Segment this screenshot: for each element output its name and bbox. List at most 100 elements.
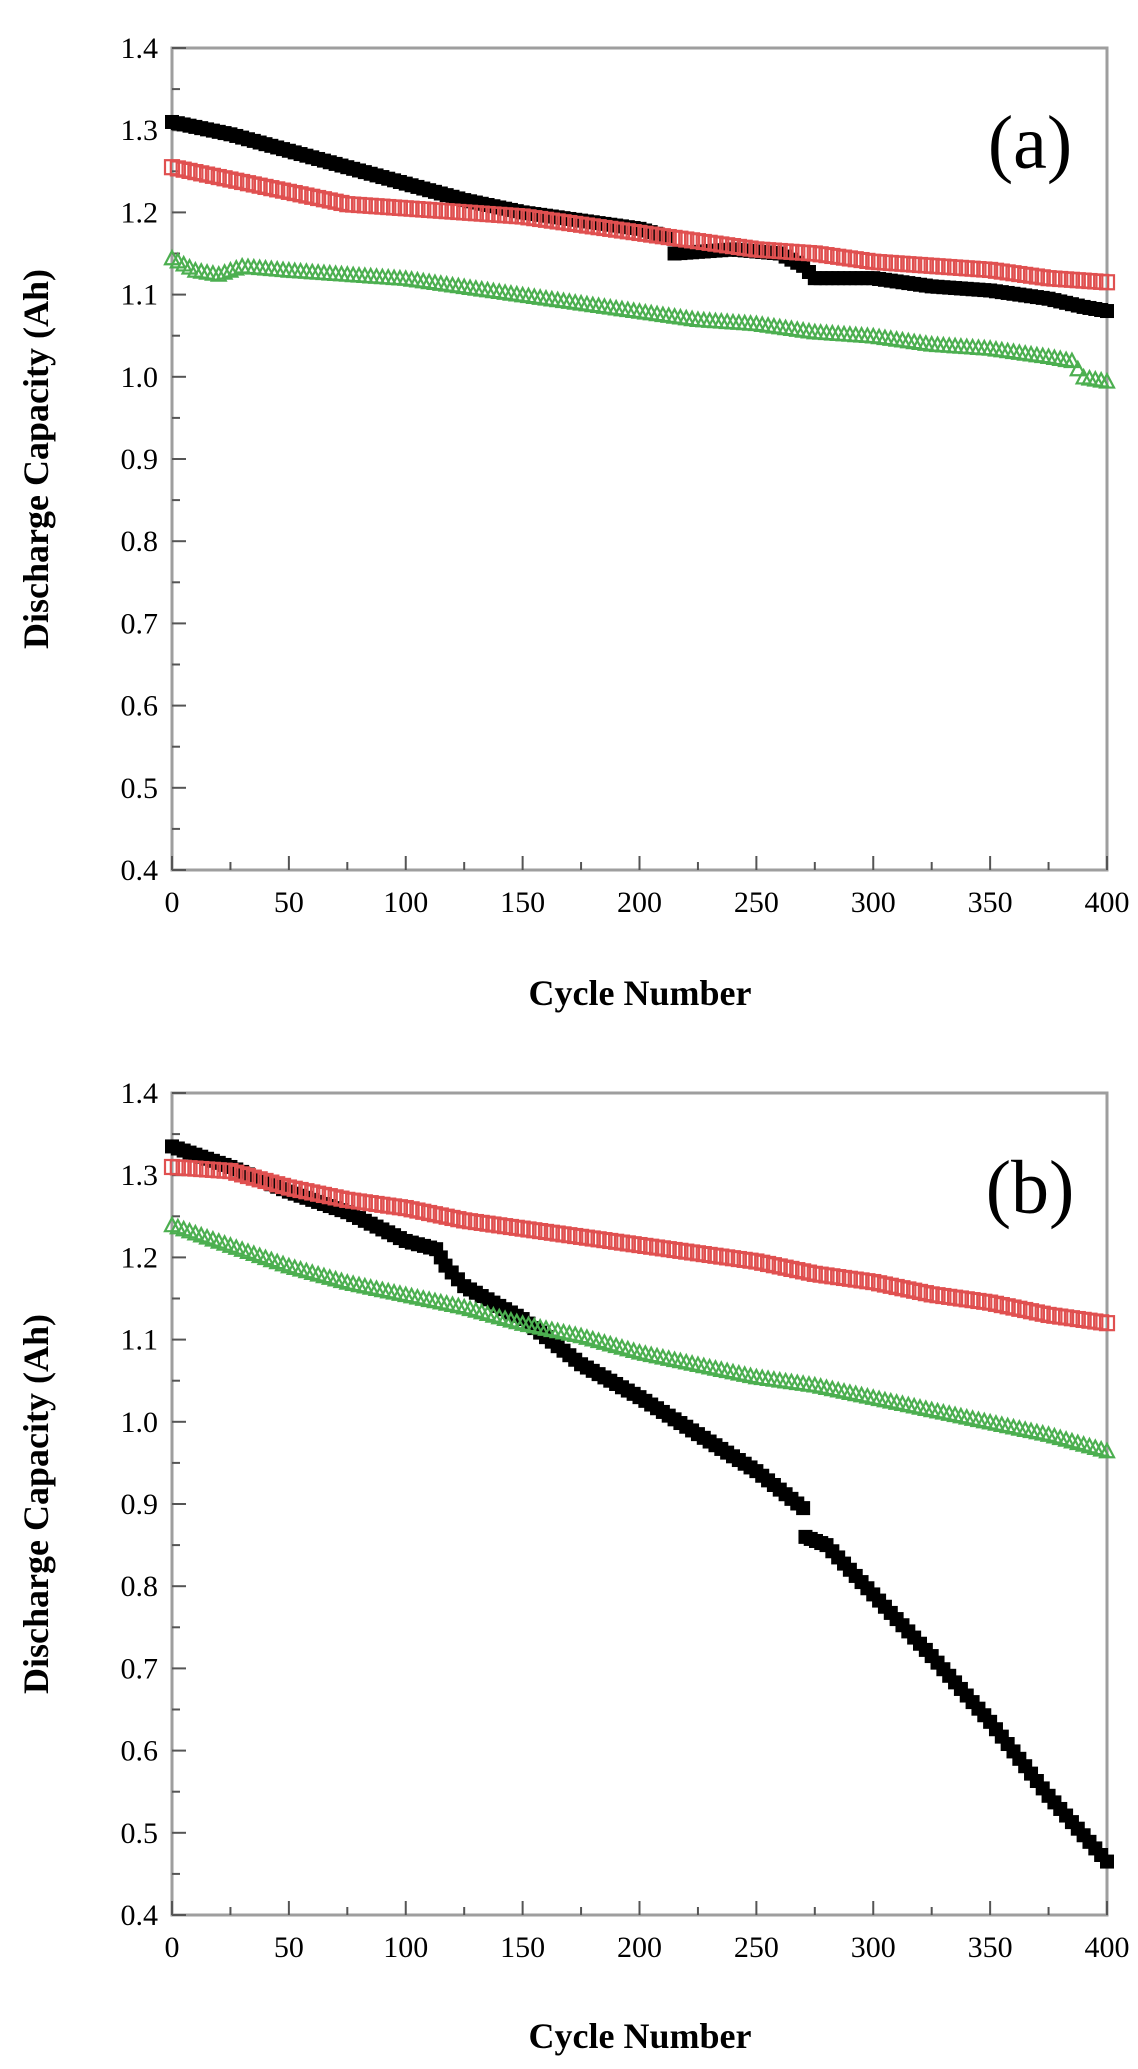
panel-b-ytick-label-0.8: 0.8 — [121, 1570, 159, 1603]
panel-a-ticks: 0 50 100 150 200 250 300 350 400 0.4 0.5 0.6 0.7 0.8 0… — [121, 32, 1130, 919]
panel-b-red-point — [269, 1176, 286, 1193]
panel-b-red-point — [286, 1180, 303, 1197]
panel-b-xtick-label-250: 250 — [734, 1931, 779, 1964]
panel-a-xlabel: Cycle Number — [529, 973, 752, 1013]
panel-a-red-point — [181, 162, 198, 179]
panel-b-black-point — [796, 1501, 811, 1516]
panel-b-series-red — [163, 1158, 1116, 1332]
panel-b-red-point — [906, 1282, 923, 1299]
panel-b-xtick-label-300: 300 — [851, 1931, 896, 1964]
panel-a-red-point — [280, 183, 297, 200]
panel-a-series-red — [163, 159, 1116, 291]
panel-b-red-point — [870, 1275, 888, 1292]
panel-a: (a) Discharge Capacity (Ah) Cycle Number… — [16, 32, 1130, 1013]
panel-a-red-point — [286, 184, 303, 202]
panel-b-label: (b) — [986, 1146, 1075, 1230]
panel-b-red-point — [759, 1255, 777, 1273]
panel-b-ytick-label-0.7: 0.7 — [121, 1652, 159, 1685]
panel-a-red-point — [163, 159, 181, 176]
panel-a-red-point — [193, 165, 210, 182]
panel-a-red-point — [315, 191, 333, 208]
panel-a-xtick-label-100: 100 — [383, 886, 428, 919]
panel-a-red-point — [309, 189, 327, 207]
panel-b-red-point — [795, 1263, 812, 1280]
panel-b-red-point — [228, 1164, 245, 1181]
panel-a-green-point — [1063, 351, 1081, 369]
panel-b-red-point — [1034, 1305, 1051, 1322]
panel-a-xtick-label-250: 250 — [734, 886, 779, 919]
panel-a-series-black — [165, 114, 1114, 319]
panel-b-xlabel: Cycle Number — [529, 2016, 752, 2056]
panel-a-red-point — [216, 170, 233, 187]
panel-b-red-point — [1098, 1315, 1116, 1332]
panel-b-red-point — [251, 1171, 268, 1188]
panel-b-red-point — [894, 1280, 911, 1297]
panel-b-ytick-label-1.4: 1.4 — [121, 1077, 159, 1110]
panel-b-red-point — [432, 1207, 449, 1224]
panel-b-red-point — [415, 1203, 432, 1220]
panel-a-red-point — [304, 188, 321, 205]
panel-b-red-point — [298, 1183, 315, 1200]
panel-a-red-point — [210, 168, 227, 186]
panel-b-red-point — [333, 1190, 350, 1207]
panel-b-green-point — [1098, 1441, 1116, 1459]
panel-b-red-point — [1011, 1300, 1028, 1317]
panel-b-red-point — [438, 1208, 455, 1225]
panel-b-red-point — [222, 1162, 239, 1180]
panel-b-red-point — [911, 1283, 929, 1301]
panel-a-xtick-label-150: 150 — [500, 886, 545, 919]
panel-a-ytick-label-1.3: 1.3 — [121, 114, 159, 147]
panel-a-red-point — [274, 182, 292, 199]
panel-a-red-point — [333, 194, 350, 212]
panel-b-red-point — [309, 1185, 327, 1202]
panel-a-ytick-label-1.1: 1.1 — [121, 279, 159, 312]
panel-b-ticks: 0 50 100 150 200 250 300 350 400 0.4 0.5 0.6 0.7 0.8 0… — [121, 1077, 1130, 1964]
panel-b-red-point — [754, 1254, 771, 1271]
panel-b-ytick-label-1.1: 1.1 — [121, 1324, 159, 1357]
panel-a-ytick-label-1.2: 1.2 — [121, 196, 159, 229]
panel-b-red-point — [876, 1276, 894, 1293]
panel-b-red-point — [999, 1298, 1016, 1315]
panel-b-red-point — [771, 1258, 788, 1275]
panel-b-ytick-label-0.4: 0.4 — [121, 1899, 159, 1932]
panel-b-red-point — [900, 1281, 917, 1298]
panel-a-red-point — [222, 171, 239, 188]
panel-b-red-point — [444, 1209, 461, 1227]
panel-a-ytick-label-0.5: 0.5 — [121, 772, 159, 805]
panel-b-marks — [163, 1139, 1116, 1869]
panel-a-green-point — [221, 260, 240, 278]
panel-b-red-point — [426, 1206, 444, 1223]
panel-b-red-point — [304, 1184, 321, 1201]
panel-b-red-point — [327, 1189, 344, 1206]
panel-a-red-point — [204, 167, 222, 184]
panel-a-red-point — [1098, 274, 1116, 291]
panel-b-ytick-label-0.6: 0.6 — [121, 1735, 159, 1768]
panel-a-green-point — [1098, 371, 1116, 389]
panel-b-red-point — [783, 1260, 800, 1278]
panel-a-red-point — [228, 172, 245, 189]
panel-b-red-point — [987, 1295, 1005, 1312]
panel-b-series-black — [165, 1139, 1114, 1869]
panel-a-green-point — [1068, 359, 1087, 377]
panel-a-marks — [163, 114, 1116, 389]
panel-a-ytick-label-1.4: 1.4 — [121, 32, 159, 65]
panel-b-red-point — [263, 1174, 280, 1191]
panel-a-series-green — [163, 248, 1116, 389]
panel-b-red-point — [403, 1201, 420, 1218]
panel-a-red-point — [327, 193, 344, 210]
panel-a-red-point — [198, 166, 216, 183]
panel-b-red-point — [450, 1211, 467, 1228]
panel-b-red-point — [800, 1264, 818, 1281]
panel-b-xtick-label-200: 200 — [617, 1931, 662, 1964]
panel-a-red-point — [269, 181, 286, 198]
panel-a-xtick-label-400: 400 — [1085, 886, 1130, 919]
panel-a-xtick-label-350: 350 — [968, 886, 1013, 919]
panel-b-red-point — [239, 1167, 257, 1185]
panel-b-red-point — [421, 1204, 438, 1222]
panel-a-ytick-label-0.4: 0.4 — [121, 854, 159, 887]
panel-a-red-point — [234, 173, 251, 191]
panel-a-red-point — [169, 160, 186, 177]
panel-b-red-point — [748, 1253, 765, 1270]
panel-a-red-point — [251, 177, 268, 194]
